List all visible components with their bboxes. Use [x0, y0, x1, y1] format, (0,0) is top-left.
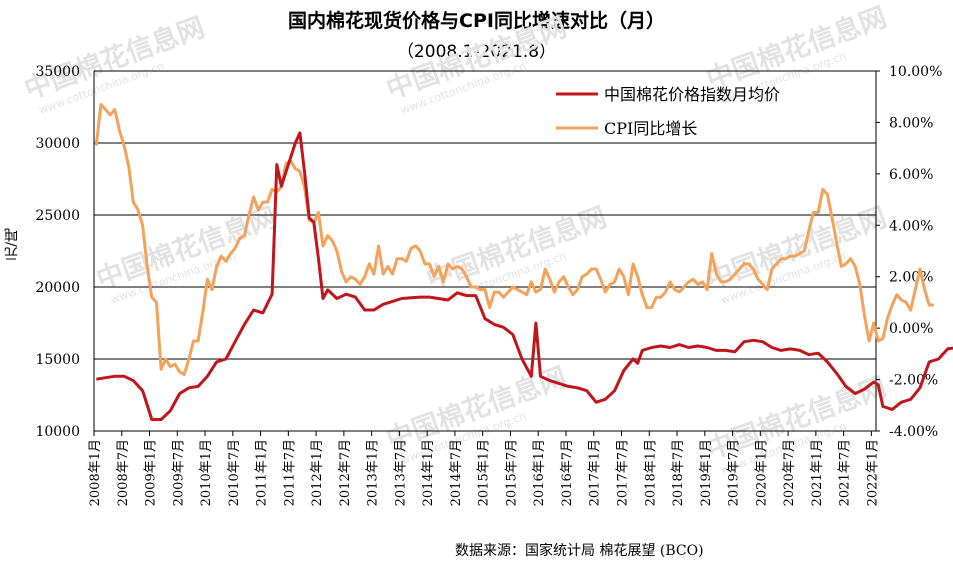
x-tick-label: 2013年7月 — [393, 439, 408, 506]
y2-tick-label: 0.00% — [889, 321, 933, 337]
x-tick-label: 2014年7月 — [449, 439, 464, 506]
y-tick-label: 35000 — [35, 64, 80, 80]
legend-label: 中国棉花价格指数月均价 — [604, 85, 780, 104]
x-tick-label: 2008年7月 — [116, 439, 131, 506]
x-tick-label: 2017年1月 — [588, 439, 603, 506]
x-tick-label: 2020年1月 — [754, 439, 769, 506]
x-tick-label: 2022年1月 — [865, 439, 880, 506]
x-tick-label: 2010年1月 — [199, 439, 214, 506]
x-tick-label: 2013年1月 — [366, 439, 381, 506]
chart-title: 国内棉花现货价格与CPI同比增速对比（月） — [288, 10, 665, 32]
x-tick-label: 2012年1月 — [310, 439, 325, 506]
x-tick-label: 2018年7月 — [671, 439, 686, 506]
y-tick-label: 30000 — [35, 136, 80, 152]
x-tick-label: 2019年7月 — [727, 439, 742, 506]
x-tick-label: 2015年7月 — [504, 439, 519, 506]
y-tick-label: 20000 — [35, 280, 80, 296]
y2-tick-label: 8.00% — [889, 115, 933, 131]
x-tick-label: 2011年7月 — [282, 439, 297, 506]
chart-subtitle: （2008.1-2021.8） — [396, 42, 557, 62]
x-tick-label: 2014年1月 — [421, 439, 436, 506]
x-tick-label: 2017年7月 — [616, 439, 631, 506]
x-tick-label: 2010年7月 — [227, 439, 242, 506]
x-tick-label: 2015年1月 — [477, 439, 492, 506]
x-tick-label: 2016年7月 — [560, 439, 575, 506]
y2-tick-label: 4.00% — [889, 218, 933, 234]
source-note: 数据来源：国家统计局 棉花展望 (BCO) — [455, 543, 704, 559]
x-tick-label: 2021年7月 — [838, 439, 853, 506]
y2-tick-label: -2.00% — [889, 373, 938, 389]
legend-label: CPI同比增长 — [604, 119, 697, 138]
x-tick-label: 2009年7月 — [171, 439, 186, 506]
y-tick-label: 15000 — [35, 352, 80, 368]
x-tick-label: 2011年1月 — [255, 439, 270, 506]
x-tick-label: 2012年7月 — [338, 439, 353, 506]
y2-tick-label: 10.00% — [889, 64, 942, 80]
x-tick-label: 2020年7月 — [782, 439, 797, 506]
series-line-cpi — [94, 102, 934, 376]
x-tick-label: 2009年1月 — [144, 439, 159, 506]
y2-tick-label: 6.00% — [889, 167, 933, 183]
y-tick-label: 25000 — [35, 208, 80, 224]
series-line-cotton-price — [96, 131, 953, 421]
y2-tick-label: 2.00% — [889, 270, 933, 286]
x-tick-label: 2021年1月 — [810, 439, 825, 506]
x-tick-label: 2018年1月 — [643, 439, 658, 506]
x-tick-label: 2019年1月 — [699, 439, 714, 506]
x-tick-label: 2016年1月 — [532, 439, 547, 506]
y-tick-label: 10000 — [35, 424, 80, 440]
y2-tick-label: -4.00% — [889, 424, 938, 440]
x-tick-label: 2008年1月 — [88, 439, 103, 506]
